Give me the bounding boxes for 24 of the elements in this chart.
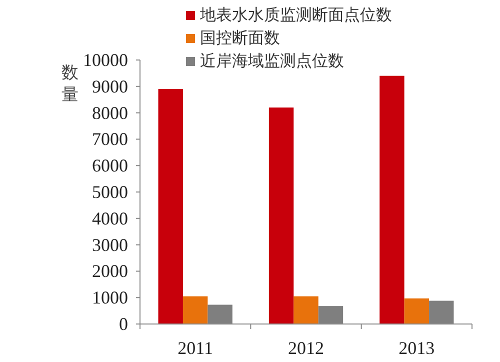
y-tick-label: 7000 (92, 129, 128, 150)
y-tick-label: 3000 (92, 234, 128, 255)
x-tick-label: 2012 (288, 338, 324, 358)
bar (158, 89, 183, 324)
x-tick-label: 2011 (178, 338, 214, 358)
y-tick-label: 1000 (92, 288, 128, 308)
bar (404, 298, 430, 324)
y-tick-label: 8000 (92, 102, 128, 123)
y-tick-label: 6000 (92, 156, 128, 176)
y-axis-title: 数量 (62, 63, 78, 104)
y-tick-label: 2000 (92, 261, 128, 282)
x-tick-label: 2013 (398, 338, 435, 358)
bar (268, 108, 294, 324)
bar (182, 296, 208, 324)
y-tick-label: 4000 (92, 208, 128, 228)
bar (380, 76, 404, 324)
legend-label: 国控断面数 (200, 29, 280, 47)
bar (294, 296, 318, 324)
legend-label: 地表水水质监测断面点位数 (199, 6, 392, 24)
y-tick-label: 10000 (83, 50, 128, 70)
y-tick-label: 9000 (92, 76, 128, 96)
legend-label: 近岸海域监测点位数 (200, 52, 344, 70)
y-tick-label: 0 (119, 314, 128, 334)
y-tick-label: 5000 (92, 182, 128, 202)
